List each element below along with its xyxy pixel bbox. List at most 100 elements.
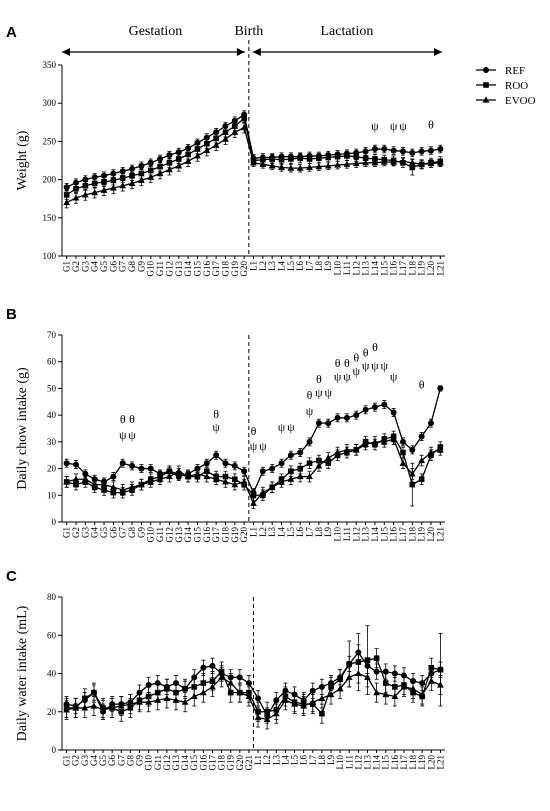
- x-tick-label: G8: [125, 755, 135, 766]
- y-axis-label: Daily chow intake (g): [15, 367, 30, 490]
- significance-symbol: ψ: [306, 404, 314, 418]
- significance-symbol: θ: [335, 356, 341, 370]
- x-tick-label: L19: [417, 261, 427, 276]
- marker: [231, 117, 238, 124]
- marker: [212, 141, 220, 148]
- marker: [166, 152, 173, 159]
- marker: [181, 698, 189, 705]
- marker: [136, 698, 143, 705]
- marker: [391, 692, 399, 700]
- marker: [156, 169, 164, 177]
- x-tick-label: G12: [162, 755, 172, 771]
- marker: [409, 481, 416, 488]
- marker: [390, 158, 398, 165]
- x-tick-label: L20: [426, 261, 436, 276]
- marker: [241, 115, 247, 122]
- significance-symbol: θ: [251, 424, 257, 438]
- x-tick-label: G9: [135, 755, 145, 766]
- marker: [343, 414, 350, 421]
- x-tick-label: G13: [174, 527, 184, 543]
- marker: [166, 472, 173, 480]
- y-tick-label: 70: [47, 330, 57, 340]
- marker: [268, 162, 276, 169]
- significance-symbol: ψ: [259, 439, 267, 453]
- marker: [63, 460, 70, 467]
- x-tick-label: L13: [361, 527, 371, 542]
- x-tick-label: L17: [399, 755, 409, 770]
- x-tick-label: G19: [230, 527, 240, 543]
- marker: [287, 452, 294, 459]
- marker: [343, 446, 351, 453]
- marker: [203, 146, 211, 154]
- marker: [371, 146, 378, 153]
- marker: [316, 155, 322, 162]
- marker: [128, 179, 136, 187]
- marker: [185, 151, 191, 158]
- marker: [200, 664, 207, 671]
- marker: [268, 483, 276, 490]
- marker: [147, 167, 154, 174]
- x-tick-label: L15: [379, 527, 389, 542]
- marker: [306, 438, 313, 445]
- significance-symbol: θ: [363, 345, 369, 359]
- legend-label: ROO: [505, 80, 528, 92]
- arrow-head: [62, 48, 70, 56]
- marker: [212, 475, 220, 482]
- x-tick-label: G4: [90, 527, 100, 538]
- marker: [296, 164, 304, 171]
- marker: [213, 135, 219, 142]
- marker: [418, 148, 425, 155]
- marker: [418, 456, 426, 464]
- x-tick-label: L6: [295, 527, 305, 537]
- marker: [352, 446, 360, 453]
- y-tick-label: 300: [43, 98, 57, 108]
- x-tick-label: L14: [372, 755, 382, 770]
- marker: [72, 475, 80, 482]
- arrow-head: [434, 48, 442, 56]
- marker: [147, 173, 155, 180]
- marker: [259, 489, 267, 496]
- x-tick-label: G17: [211, 261, 221, 277]
- y-tick-label: 80: [47, 592, 57, 602]
- marker: [334, 414, 341, 421]
- marker: [483, 82, 489, 88]
- marker: [353, 153, 360, 160]
- marker: [129, 165, 136, 172]
- significance-symbol: ψ: [119, 428, 127, 442]
- significance-symbol: ψ: [399, 119, 407, 133]
- marker: [381, 401, 388, 408]
- x-tick-label: G2: [71, 261, 81, 272]
- marker: [325, 420, 332, 427]
- marker: [73, 461, 80, 468]
- marker: [138, 481, 145, 488]
- x-tick-label: G8: [127, 261, 137, 272]
- marker: [399, 438, 406, 445]
- x-tick-label: L8: [314, 261, 324, 271]
- y-axis-label: Weight (g): [15, 130, 30, 190]
- marker: [354, 669, 362, 677]
- marker: [109, 483, 117, 490]
- marker: [184, 472, 192, 480]
- marker: [240, 478, 248, 485]
- marker: [427, 448, 435, 456]
- x-tick-label: L1: [253, 755, 263, 765]
- x-tick-label: L7: [308, 755, 318, 765]
- x-tick-label: G6: [107, 755, 117, 766]
- marker: [128, 483, 136, 490]
- marker: [400, 683, 408, 690]
- legend-label: REF: [505, 65, 525, 77]
- marker: [391, 670, 398, 677]
- x-tick-label: L6: [295, 261, 305, 271]
- x-tick-label: G18: [220, 527, 230, 543]
- marker: [199, 689, 207, 696]
- marker: [203, 472, 211, 480]
- marker: [382, 680, 389, 686]
- marker: [119, 182, 127, 189]
- marker: [138, 176, 145, 183]
- marker: [182, 686, 188, 692]
- x-tick-label: G18: [217, 755, 227, 771]
- marker: [81, 704, 89, 711]
- marker: [334, 161, 341, 168]
- x-tick-label: G10: [146, 527, 156, 543]
